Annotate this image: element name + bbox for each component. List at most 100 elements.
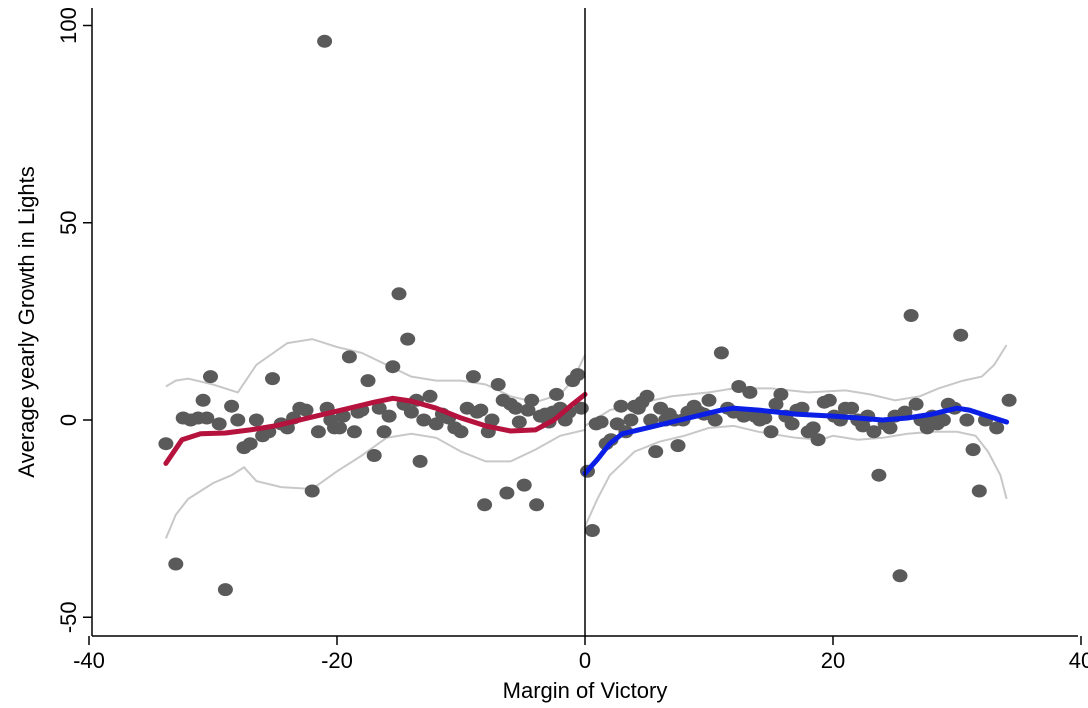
- y-tick-label: -50: [56, 601, 81, 633]
- data-point: [701, 393, 717, 407]
- data-point: [211, 417, 227, 431]
- data-point: [416, 413, 432, 427]
- data-point: [763, 425, 779, 439]
- data-point: [422, 389, 438, 403]
- data-point: [953, 328, 969, 342]
- data-point: [385, 360, 401, 374]
- data-point: [623, 413, 639, 427]
- data-point: [584, 524, 600, 537]
- data-point: [465, 370, 481, 384]
- data-point: [490, 378, 506, 391]
- data-point: [844, 401, 860, 415]
- data-point: [570, 368, 586, 382]
- x-tick-label: -40: [73, 648, 105, 673]
- x-axis-title: Margin of Victory: [503, 678, 668, 703]
- data-point: [298, 403, 314, 417]
- data-point: [959, 413, 975, 427]
- data-point: [593, 415, 609, 429]
- x-tick-label: 0: [579, 648, 591, 673]
- data-point: [784, 417, 800, 431]
- y-axis-title: Average yearly Growth in Lights: [14, 166, 39, 477]
- x-axis: -40 -20 0 20 40: [73, 635, 1088, 673]
- data-point: [773, 387, 789, 401]
- x-tick-label: 40: [1069, 648, 1088, 673]
- data-point: [892, 569, 908, 583]
- data-point: [403, 405, 419, 419]
- data-point: [391, 287, 407, 301]
- data-point: [360, 374, 376, 388]
- data-point: [1001, 393, 1017, 407]
- data-point: [508, 401, 524, 415]
- data-point: [310, 425, 326, 439]
- data-point: [484, 413, 500, 427]
- data-point: [805, 421, 821, 435]
- data-point: [511, 415, 527, 429]
- data-point: [366, 449, 382, 462]
- y-axis: -50 0 50 100: [56, 7, 93, 636]
- data-point: [670, 439, 686, 453]
- data-point: [520, 403, 536, 417]
- data-point: [412, 454, 428, 468]
- y-tick-label: 50: [56, 211, 81, 235]
- data-point: [529, 498, 545, 512]
- data-point: [473, 403, 489, 417]
- data-point: [341, 350, 357, 364]
- data-point: [643, 413, 659, 427]
- data-point: [304, 484, 320, 498]
- right-ci-lower-line: [584, 424, 1008, 527]
- data-point: [882, 421, 898, 435]
- data-point: [794, 401, 810, 415]
- data-point: [371, 401, 387, 415]
- data-point: [428, 417, 444, 431]
- data-point: [203, 370, 218, 384]
- left-ci-upper-line: [165, 338, 586, 404]
- data-point: [989, 421, 1005, 435]
- data-point: [742, 385, 758, 399]
- data-point: [317, 34, 333, 48]
- data-point: [613, 399, 629, 413]
- data-point: [965, 443, 981, 457]
- data-point: [908, 397, 924, 411]
- plot-area: [158, 8, 1017, 636]
- data-point: [381, 409, 397, 423]
- data-point: [871, 468, 887, 482]
- data-point: [332, 421, 347, 435]
- y-tick-label: 100: [56, 7, 81, 44]
- data-point: [499, 486, 515, 500]
- data-point: [242, 437, 258, 451]
- data-point: [707, 413, 723, 427]
- data-point: [524, 393, 540, 407]
- data-point: [453, 425, 469, 439]
- data-point: [248, 413, 264, 427]
- data-point: [549, 387, 564, 401]
- left-fit-line: [163, 391, 588, 466]
- data-point: [376, 425, 392, 439]
- data-point: [757, 411, 773, 425]
- data-point: [855, 419, 871, 433]
- data-point: [736, 409, 752, 423]
- data-point: [168, 557, 184, 571]
- data-point: [400, 332, 416, 346]
- data-point: [346, 425, 362, 439]
- x-tick-label: 20: [821, 648, 845, 673]
- data-point: [230, 413, 246, 427]
- data-point: [158, 437, 174, 451]
- data-point: [768, 397, 784, 411]
- data-point: [713, 346, 729, 360]
- y-tick-label: 0: [56, 414, 81, 426]
- data-point: [265, 372, 280, 386]
- data-point: [821, 393, 837, 407]
- data-point: [866, 425, 882, 439]
- left-ci-lower-line: [164, 428, 586, 539]
- x-tick-label: -20: [321, 648, 353, 673]
- data-point: [516, 478, 532, 492]
- data-point: [224, 399, 240, 413]
- data-point: [971, 484, 987, 498]
- data-point: [935, 413, 951, 427]
- data-point: [903, 309, 919, 322]
- right-fit-line: [582, 405, 1010, 476]
- data-point: [648, 445, 664, 459]
- data-point: [477, 498, 493, 512]
- data-point: [217, 583, 233, 597]
